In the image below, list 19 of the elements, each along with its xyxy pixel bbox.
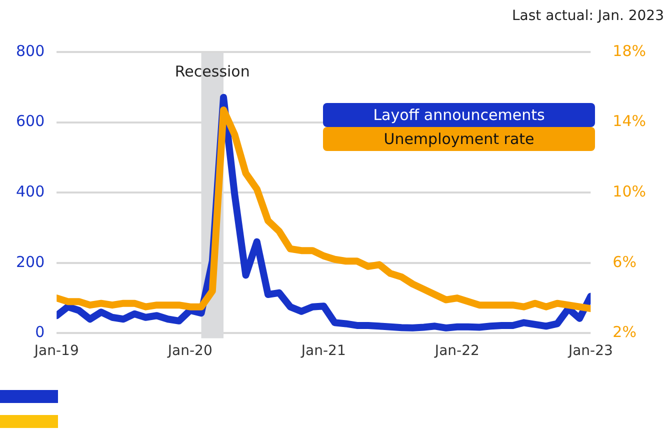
- band-label: Recession: [174, 62, 250, 80]
- y2-tick-label: 10%: [612, 182, 646, 200]
- text: Layoff announcements: [323, 103, 595, 127]
- y2-tick-label: 18%: [612, 42, 646, 60]
- y2-tick-label: 14%: [612, 112, 646, 130]
- text: Last actual: Jan. 2023: [512, 8, 664, 24]
- y-tick-label: 400: [16, 182, 45, 200]
- x-tick-label: Jan-20: [166, 343, 212, 360]
- y-tick-label: 600: [16, 112, 45, 130]
- y-tick-label: 0: [35, 323, 45, 342]
- y-tick-label: 200: [16, 252, 45, 271]
- y2-tick-label: 6%: [612, 252, 636, 271]
- x-tick-label: Jan-22: [434, 343, 480, 360]
- y2-tick-label: 2%: [612, 323, 636, 342]
- x-tick-label: Jan-23: [567, 343, 613, 360]
- x-tick-label: Jan-21: [300, 343, 346, 360]
- text: Unemployment rate: [323, 127, 595, 151]
- x-tick-label: Jan-19: [33, 343, 79, 360]
- y-tick-label: 800: [16, 42, 45, 60]
